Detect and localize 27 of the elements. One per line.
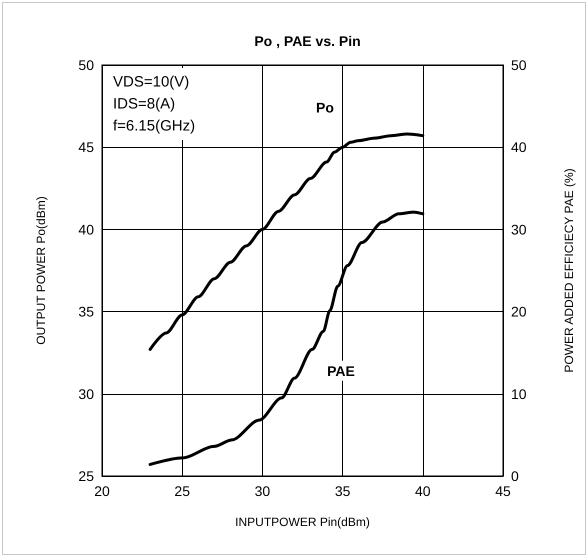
x-tick-label: 35 xyxy=(334,483,351,499)
annotation: VDS=10(V) xyxy=(113,74,190,90)
annotation: Po xyxy=(316,100,334,116)
y2-tick-label: 0 xyxy=(511,468,519,484)
y-tick-label: 45 xyxy=(78,139,94,156)
y-tick-label: 50 xyxy=(78,57,94,73)
x-tick-label: 45 xyxy=(495,483,511,499)
x-tick-label: 25 xyxy=(174,483,190,499)
y-tick-label: 40 xyxy=(78,221,94,238)
y2-tick-label: 10 xyxy=(511,386,527,402)
y2-axis-title: POWER ADDED EFFICIECY PAE (%) xyxy=(562,168,576,373)
x-tick-label: 30 xyxy=(254,483,270,499)
x-tick-label: 20 xyxy=(94,483,110,499)
chart-title: Po , PAE vs. Pin xyxy=(254,33,361,49)
y2-tick-label: 20 xyxy=(511,304,527,320)
y-axis-title: OUTPUT POWER Po(dBm) xyxy=(34,196,48,345)
y2-tick-label: 50 xyxy=(511,57,527,73)
x-axis-title: INPUTPOWER Pin(dBm) xyxy=(235,515,370,529)
y2-tick-label: 30 xyxy=(511,221,527,238)
annotation: IDS=8(A) xyxy=(113,96,176,112)
y-tick-label: 35 xyxy=(78,304,94,320)
x-tick-label: 40 xyxy=(415,483,431,499)
y2-tick-label: 40 xyxy=(511,139,527,156)
annotation: PAE xyxy=(327,362,355,379)
y-tick-label: 25 xyxy=(78,468,94,484)
annotation: f=6.15(GHz) xyxy=(113,118,196,134)
y-tick-label: 30 xyxy=(78,386,94,402)
